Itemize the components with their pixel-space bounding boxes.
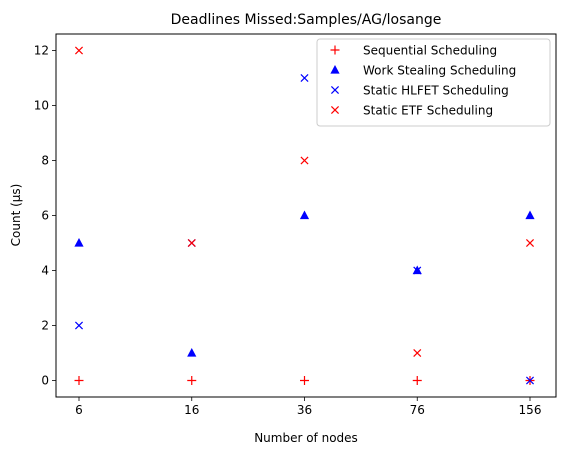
chart-title: Deadlines Missed:Samples/AG/losange bbox=[171, 12, 442, 28]
x-axis-label: Number of nodes bbox=[254, 431, 358, 445]
data-point bbox=[74, 238, 84, 247]
y-tick-label: 6 bbox=[41, 209, 49, 223]
data-point bbox=[300, 73, 309, 83]
y-axis-label: Count (µs) bbox=[9, 184, 23, 247]
data-point bbox=[74, 376, 84, 385]
y-tick-label: 10 bbox=[34, 99, 49, 113]
data-point bbox=[187, 376, 197, 385]
data-point bbox=[187, 238, 196, 248]
legend-label: Sequential Scheduling bbox=[363, 44, 497, 58]
x-axis-ticks: 6 16 36 76 156 bbox=[75, 397, 541, 417]
y-tick-label: 2 bbox=[41, 319, 49, 333]
x-tick-label: 6 bbox=[75, 403, 83, 417]
y-tick-label: 12 bbox=[34, 44, 49, 58]
legend-label: Static ETF Scheduling bbox=[363, 104, 493, 118]
x-tick-label: 16 bbox=[184, 403, 199, 417]
legend: Sequential Scheduling Work Stealing Sched… bbox=[316, 38, 551, 127]
data-point bbox=[525, 238, 535, 248]
data-point bbox=[74, 46, 84, 55]
legend-marker bbox=[330, 45, 340, 55]
data-marks bbox=[74, 46, 535, 385]
legend-box bbox=[316, 38, 551, 127]
x-tick-label: 36 bbox=[297, 403, 312, 417]
x-tick-label: 156 bbox=[519, 403, 542, 417]
legend-label: Static HLFET Scheduling bbox=[363, 84, 509, 98]
y-tick-label: 0 bbox=[41, 374, 49, 388]
data-point bbox=[525, 376, 535, 385]
legend-marker bbox=[330, 65, 340, 74]
y-axis-ticks: 0 2 4 6 8 10 12 bbox=[34, 44, 56, 388]
legend-marker bbox=[330, 85, 340, 95]
data-point bbox=[300, 156, 309, 165]
data-point bbox=[74, 321, 84, 330]
x-tick-label: 76 bbox=[410, 403, 425, 417]
data-point bbox=[412, 376, 422, 385]
legend-label: Work Stealing Scheduling bbox=[363, 64, 516, 78]
legend-marker bbox=[330, 105, 340, 115]
y-tick-label: 8 bbox=[41, 154, 49, 168]
data-point bbox=[300, 376, 309, 385]
plot-frame bbox=[55, 33, 557, 398]
data-point bbox=[299, 210, 310, 220]
data-point bbox=[413, 348, 422, 358]
y-tick-label: 4 bbox=[41, 264, 49, 278]
data-point bbox=[187, 348, 197, 357]
data-point bbox=[413, 266, 422, 275]
data-point bbox=[525, 210, 535, 220]
